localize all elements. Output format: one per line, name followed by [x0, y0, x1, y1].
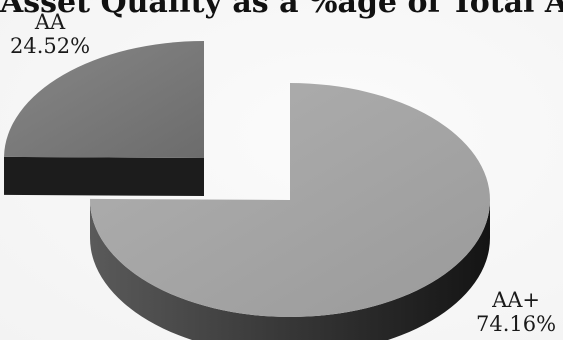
slice-value-aa-plus: 74.16% [476, 312, 557, 336]
slice-aa-front-face [4, 156, 204, 196]
slice-name-aa-plus: AA+ [492, 288, 540, 312]
slice-name-aa: AA [34, 10, 66, 34]
slice-aa-plus [90, 83, 491, 317]
slice-label-aa: AA 24.52% [10, 10, 90, 58]
slice-aa-plus-side [90, 200, 490, 340]
slice-value-aa: 24.52% [10, 34, 91, 58]
chart-title: Asset Quality as a %age of Total Assets [0, 0, 563, 20]
slice-aa [4, 41, 204, 158]
slice-label-aa-plus: AA+ 74.16% [476, 288, 556, 336]
